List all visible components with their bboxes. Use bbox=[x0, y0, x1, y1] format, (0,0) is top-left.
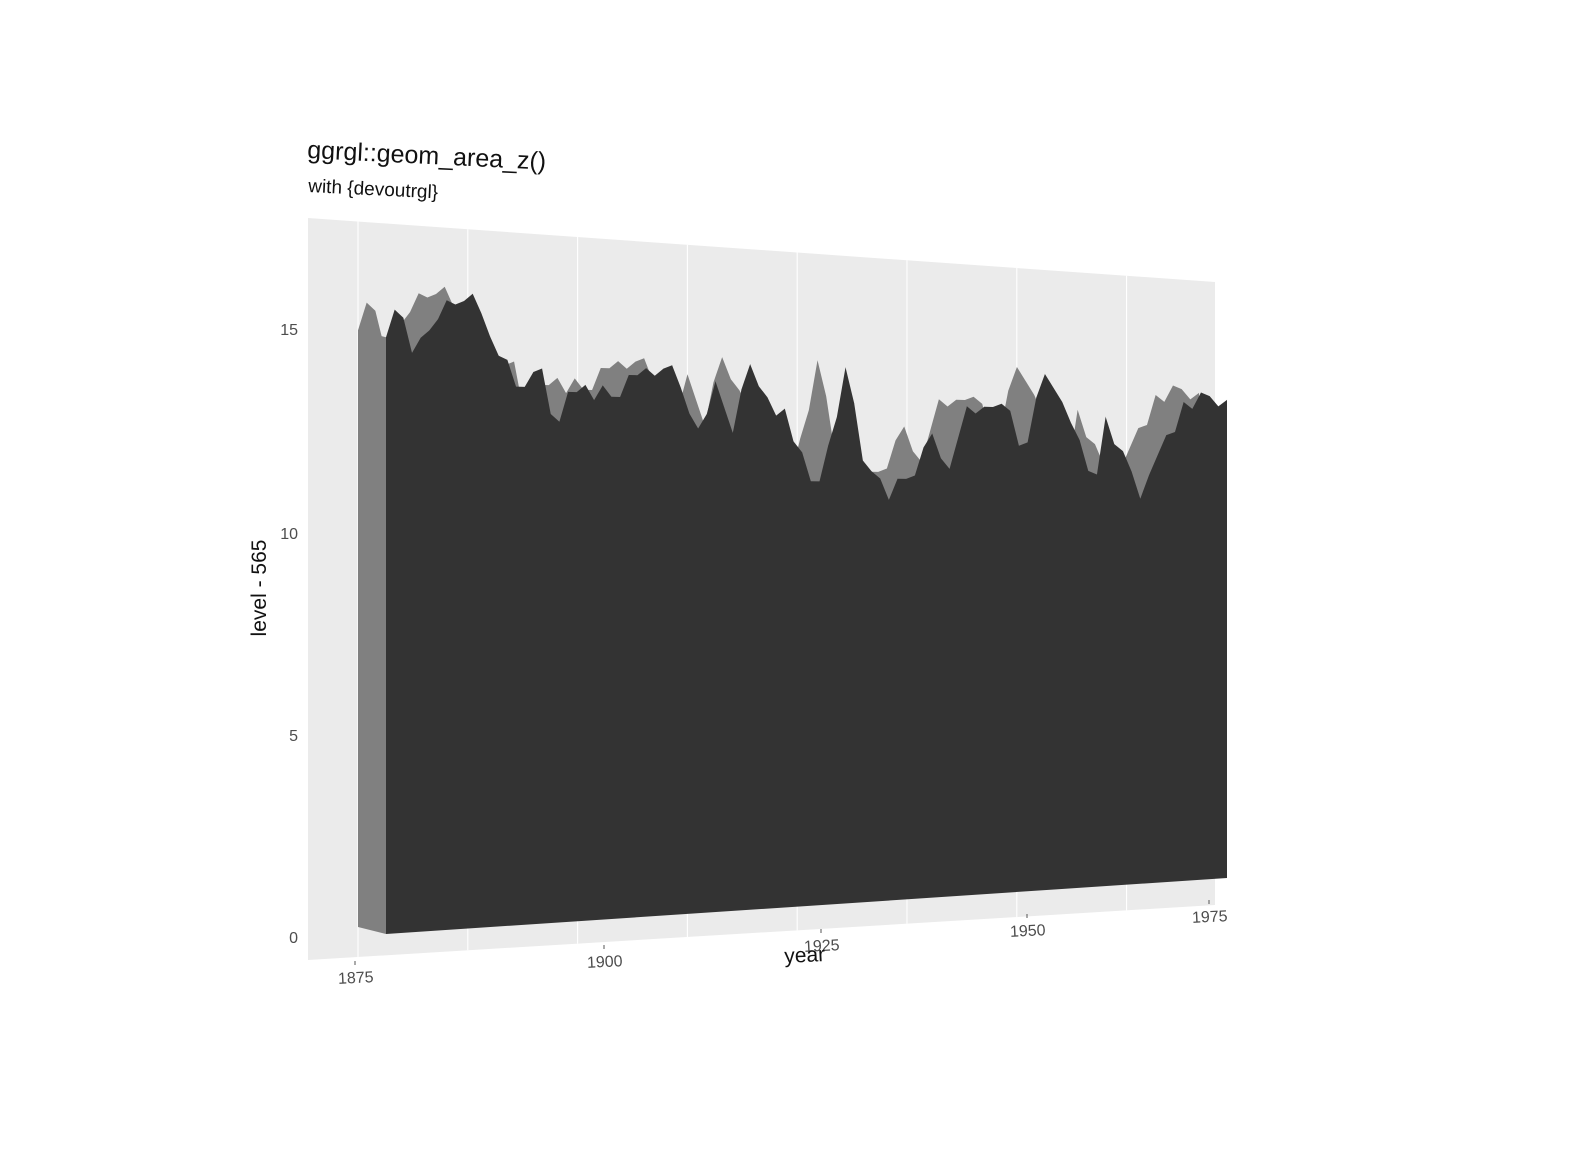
x-tick-label: 1975 bbox=[1192, 908, 1228, 927]
area-front-surface bbox=[386, 293, 1227, 934]
y-tick-label: 0 bbox=[289, 930, 298, 947]
area-layer bbox=[358, 286, 1228, 935]
x-tick-label: 1950 bbox=[1010, 922, 1046, 941]
x-tick-label: 1925 bbox=[804, 937, 840, 956]
y-tick-label: 5 bbox=[289, 728, 298, 745]
x-axis-ticks: 1875 1900 1925 1950 1975 bbox=[338, 900, 1228, 988]
y-axis-ticks: 0 5 10 15 bbox=[280, 322, 298, 947]
x-tick-label: 1900 bbox=[587, 953, 623, 972]
y-axis-title: level - 565 bbox=[248, 540, 271, 637]
y-tick-label: 15 bbox=[280, 322, 298, 339]
chart-title: ggrgl::geom_area_z() bbox=[307, 136, 547, 176]
chart-subtitle: with {devoutrgl} bbox=[307, 176, 439, 203]
y-tick-label: 10 bbox=[280, 526, 298, 543]
area-left-side bbox=[358, 330, 386, 935]
x-tick-label: 1875 bbox=[338, 969, 374, 988]
x-axis-title: year bbox=[784, 943, 826, 968]
